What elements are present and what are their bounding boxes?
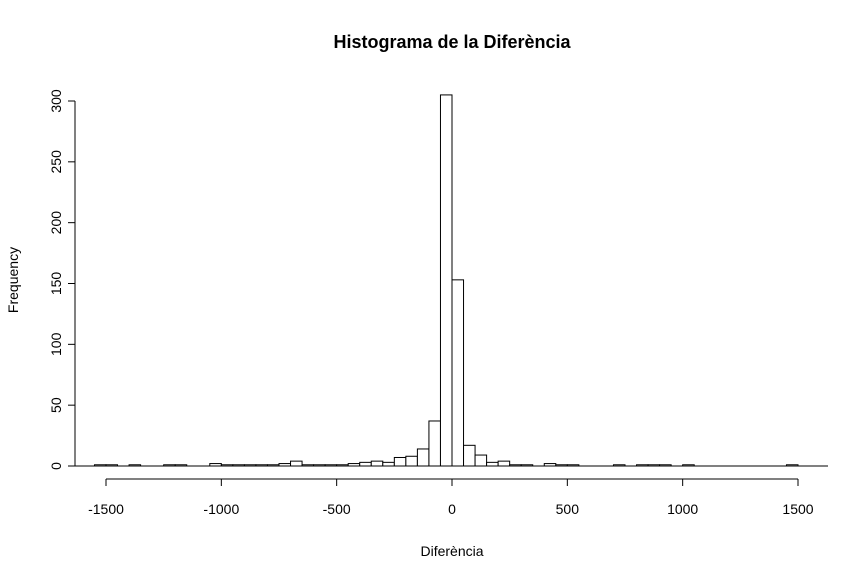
x-tick-label: -1000 xyxy=(203,501,239,517)
histogram-bar xyxy=(451,279,465,467)
x-tick-label: 0 xyxy=(448,501,456,517)
x-tick-label: -500 xyxy=(323,501,351,517)
y-axis: 0 50 100 150 200 250 300 xyxy=(48,89,76,470)
y-tick-label: 300 xyxy=(48,89,64,113)
histogram-bar xyxy=(382,461,395,467)
histogram-bar xyxy=(359,461,372,467)
histogram-bar xyxy=(416,448,430,467)
y-tick-label: 200 xyxy=(48,211,64,235)
y-axis-label: Frequency xyxy=(5,247,21,313)
x-tick-label: 500 xyxy=(556,501,580,517)
histogram-bar xyxy=(439,94,453,467)
y-tick-label: 150 xyxy=(48,272,64,296)
histogram-bar xyxy=(486,461,499,467)
y-tick-label: 0 xyxy=(48,462,64,470)
histogram-bar xyxy=(474,454,488,467)
histogram-bar xyxy=(428,420,441,467)
histogram-bars xyxy=(75,94,828,467)
x-tick-label: 1500 xyxy=(782,501,813,517)
histogram-bar xyxy=(405,455,418,467)
histogram-bar xyxy=(497,460,511,467)
histogram-bar xyxy=(290,460,303,467)
chart-title: Histograma de la Diferència xyxy=(333,32,571,52)
histogram-bar xyxy=(393,456,407,467)
y-tick-label: 50 xyxy=(48,397,64,413)
x-axis: -1500 -1000 -500 0 500 1000 1500 xyxy=(88,478,814,517)
x-tick-label: 1000 xyxy=(667,501,698,517)
x-tick-label: -1500 xyxy=(88,501,124,517)
histogram-bar xyxy=(370,460,384,467)
y-tick-label: 250 xyxy=(48,150,64,174)
histogram-bar xyxy=(463,444,476,467)
y-tick-label: 100 xyxy=(48,332,64,356)
x-axis-label: Diferència xyxy=(420,543,483,559)
